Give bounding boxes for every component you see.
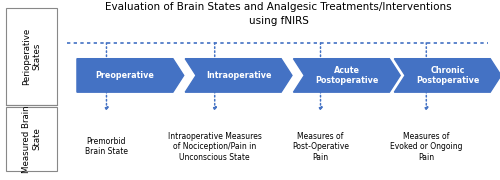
- Text: Premorbid
Brain State: Premorbid Brain State: [85, 137, 128, 156]
- Text: Acute
Postoperative: Acute Postoperative: [315, 66, 378, 85]
- Text: Preoperative: Preoperative: [96, 71, 154, 80]
- Polygon shape: [394, 59, 500, 92]
- Polygon shape: [294, 59, 400, 92]
- Text: Chronic
Postoperative: Chronic Postoperative: [416, 66, 480, 85]
- Text: Measures of
Post-Operative
Pain: Measures of Post-Operative Pain: [292, 132, 349, 162]
- FancyBboxPatch shape: [6, 8, 58, 105]
- FancyBboxPatch shape: [6, 107, 58, 171]
- Text: Evaluation of Brain States and Analgesic Treatments/Interventions
using fNIRS: Evaluation of Brain States and Analgesic…: [106, 2, 452, 26]
- Text: Measured Brain
State: Measured Brain State: [22, 105, 41, 173]
- Text: Intraoperative: Intraoperative: [206, 71, 272, 80]
- Text: Intraoperative Measures
of Nociception/Pain in
Unconscious State: Intraoperative Measures of Nociception/P…: [168, 132, 262, 162]
- Text: Measures of
Evoked or Ongoing
Pain: Measures of Evoked or Ongoing Pain: [390, 132, 462, 162]
- Polygon shape: [77, 59, 184, 92]
- Text: Perioperative
States: Perioperative States: [22, 28, 41, 85]
- Polygon shape: [185, 59, 292, 92]
